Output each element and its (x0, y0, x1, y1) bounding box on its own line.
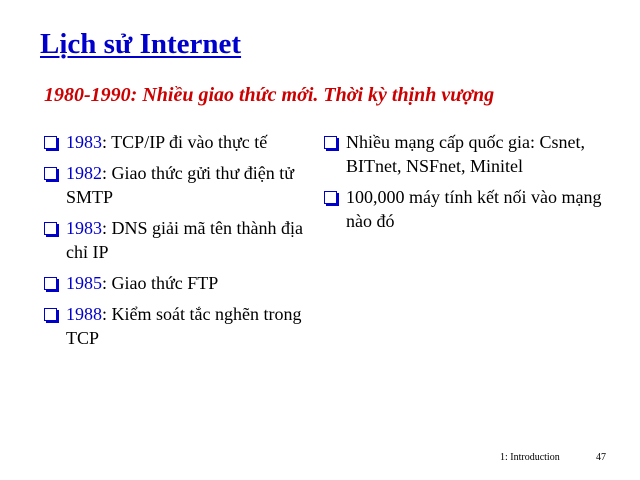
left-bullet-list: 1983: TCP/IP đi vào thực tế 1982: Giao t… (42, 130, 312, 357)
slide-subtitle: 1980-1990: Nhiều giao thức mới. Thời kỳ … (44, 84, 495, 106)
item-year: 1988 (66, 304, 102, 324)
footer-section-label: 1: Introduction (500, 452, 560, 463)
item-year: 1983 (66, 132, 102, 152)
list-item: Nhiều mạng cấp quốc gia: Csnet, BITnet, … (322, 130, 622, 178)
list-item: 1982: Giao thức gửi thư điện tử SMTP (42, 161, 312, 209)
list-item: 1983: DNS giải mã tên thành địa chỉ IP (42, 216, 312, 264)
item-text: Nhiều mạng cấp quốc gia: Csnet, BITnet, … (346, 132, 585, 176)
item-text: : Giao thức gửi thư điện tử SMTP (66, 163, 294, 207)
checkbox-bullet-icon (44, 277, 57, 290)
checkbox-bullet-icon (324, 136, 337, 149)
item-year: 1983 (66, 218, 102, 238)
list-item: 100,000 máy tính kết nối vào mạng nào đó (322, 185, 622, 233)
checkbox-bullet-icon (44, 167, 57, 180)
item-text: : Giao thức FTP (102, 273, 219, 293)
list-item: 1983: TCP/IP đi vào thực tế (42, 130, 312, 154)
list-item: 1985: Giao thức FTP (42, 271, 312, 295)
item-text: 100,000 máy tính kết nối vào mạng nào đó (346, 187, 602, 231)
item-text: : Kiểm soát tắc nghẽn trong TCP (66, 304, 302, 348)
checkbox-bullet-icon (44, 308, 57, 321)
checkbox-bullet-icon (44, 222, 57, 235)
right-bullet-list: Nhiều mạng cấp quốc gia: Csnet, BITnet, … (322, 130, 622, 240)
item-text: : TCP/IP đi vào thực tế (102, 132, 268, 152)
item-year: 1985 (66, 273, 102, 293)
item-year: 1982 (66, 163, 102, 183)
slide-title: Lịch sử Internet (40, 28, 242, 60)
footer-page-number: 47 (596, 452, 606, 463)
item-text: : DNS giải mã tên thành địa chỉ IP (66, 218, 303, 262)
list-item: 1988: Kiểm soát tắc nghẽn trong TCP (42, 302, 312, 350)
checkbox-bullet-icon (324, 191, 337, 204)
checkbox-bullet-icon (44, 136, 57, 149)
